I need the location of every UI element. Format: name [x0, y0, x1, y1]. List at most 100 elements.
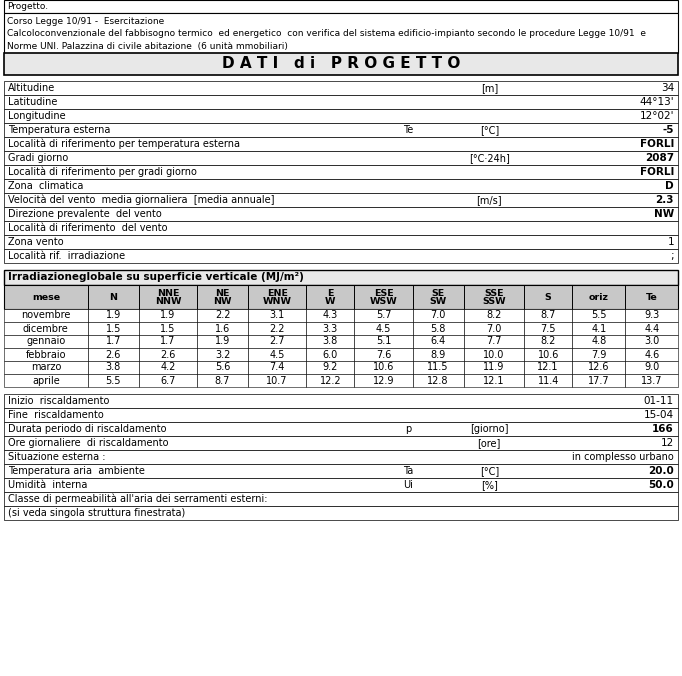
Text: ENE: ENE [267, 289, 288, 297]
Text: 3.8: 3.8 [323, 337, 338, 347]
Text: 34: 34 [661, 83, 674, 93]
Bar [4, 478, 678, 492]
Bar [4, 221, 678, 235]
Text: Direzione prevalente  del vento: Direzione prevalente del vento [8, 209, 162, 219]
Text: 1.7: 1.7 [106, 337, 121, 347]
Text: 6.4: 6.4 [430, 337, 446, 347]
Text: Latitudine: Latitudine [8, 97, 57, 107]
Text: [%]: [%] [481, 480, 498, 490]
Text: ;: ; [670, 251, 674, 261]
Text: 8.7: 8.7 [215, 375, 231, 385]
Text: mese: mese [32, 293, 60, 301]
Text: [giorno]: [giorno] [470, 424, 509, 434]
Text: marzo: marzo [31, 362, 61, 372]
Bar [4, 506, 678, 520]
Text: 1.5: 1.5 [160, 324, 175, 333]
Bar [4, 285, 678, 309]
Text: 7.5: 7.5 [540, 324, 556, 333]
Text: SE: SE [432, 289, 445, 297]
Text: Ui: Ui [404, 480, 413, 490]
Text: WNW: WNW [263, 297, 292, 306]
Text: 13.7: 13.7 [641, 375, 662, 385]
Text: -5: -5 [662, 125, 674, 135]
Text: 5.7: 5.7 [376, 310, 391, 320]
Bar [4, 165, 678, 179]
Text: 7.9: 7.9 [591, 349, 606, 360]
Text: 12.1: 12.1 [483, 375, 505, 385]
Text: Velocità del vento  media giornaliera  [media annuale]: Velocità del vento media giornaliera [me… [8, 195, 274, 206]
Text: Fine  riscaldamento: Fine riscaldamento [8, 410, 104, 420]
Text: 44°13': 44°13' [640, 97, 674, 107]
Text: 5.5: 5.5 [106, 375, 121, 385]
Text: ESE: ESE [374, 289, 394, 297]
Bar [4, 0, 678, 13]
Text: Norme UNI. Palazzina di civile abitazione  (6 unità mmobiliari): Norme UNI. Palazzina di civile abitazion… [7, 41, 288, 51]
Text: 12: 12 [661, 438, 674, 448]
Text: 8.2: 8.2 [540, 337, 556, 347]
Text: 11.4: 11.4 [537, 375, 559, 385]
Bar [4, 235, 678, 249]
Text: 12.8: 12.8 [428, 375, 449, 385]
Text: 3.0: 3.0 [644, 337, 659, 347]
Text: 8.7: 8.7 [540, 310, 556, 320]
Text: p: p [405, 424, 411, 434]
Text: 4.6: 4.6 [644, 349, 659, 360]
Text: Classe di permeabilità all'aria dei serramenti esterni:: Classe di permeabilità all'aria dei serr… [8, 493, 267, 504]
Text: W: W [325, 297, 336, 306]
Bar [4, 270, 678, 285]
Text: Inizio  riscaldamento: Inizio riscaldamento [8, 396, 109, 406]
Text: 7.0: 7.0 [486, 324, 501, 333]
Text: NE: NE [216, 289, 230, 297]
Text: Località di riferimento per temperatura esterna: Località di riferimento per temperatura … [8, 139, 240, 149]
Text: SSW: SSW [482, 297, 506, 306]
Text: Te: Te [646, 293, 657, 301]
Text: 2.2: 2.2 [215, 310, 231, 320]
Bar [4, 394, 678, 408]
Bar [4, 109, 678, 123]
Text: 17.7: 17.7 [588, 375, 610, 385]
Text: 9.3: 9.3 [644, 310, 659, 320]
Text: 15-04: 15-04 [644, 410, 674, 420]
Text: 2.2: 2.2 [269, 324, 285, 333]
Text: (si veda singola struttura finestrata): (si veda singola struttura finestrata) [8, 508, 186, 518]
Text: 1.5: 1.5 [106, 324, 121, 333]
Text: Località di riferimento per gradi giorno: Località di riferimento per gradi giorno [8, 167, 197, 177]
Text: 4.5: 4.5 [269, 349, 285, 360]
Text: 10.6: 10.6 [373, 362, 394, 372]
Text: 7.0: 7.0 [430, 310, 446, 320]
Text: 10.6: 10.6 [537, 349, 559, 360]
Text: 2.6: 2.6 [106, 349, 121, 360]
Text: 3.8: 3.8 [106, 362, 121, 372]
Text: Corso Legge 10/91 -  Esercitazione: Corso Legge 10/91 - Esercitazione [7, 18, 164, 26]
Text: 1: 1 [668, 237, 674, 247]
Text: dicembre: dicembre [23, 324, 69, 333]
Bar [4, 123, 678, 137]
Text: 4.1: 4.1 [591, 324, 606, 333]
Bar [4, 492, 678, 506]
Text: 1.9: 1.9 [215, 337, 230, 347]
Text: aprile: aprile [32, 375, 60, 385]
Text: 5.5: 5.5 [591, 310, 607, 320]
Text: SW: SW [430, 297, 447, 306]
Text: 12.9: 12.9 [373, 375, 394, 385]
Text: febbraio: febbraio [26, 349, 66, 360]
Bar [4, 422, 678, 436]
Bar [4, 207, 678, 221]
Text: [°C]: [°C] [479, 125, 499, 135]
Text: 12°02': 12°02' [640, 111, 674, 121]
Text: 2087: 2087 [645, 153, 674, 163]
Text: FORLI: FORLI [640, 139, 674, 149]
Text: 4.4: 4.4 [644, 324, 659, 333]
Text: Irradiazioneglobale su superficie verticale (MJ/m²): Irradiazioneglobale su superficie vertic… [8, 272, 304, 283]
Text: Calcoloconvenzionale del fabbisogno termico  ed energetico  con verifica del sis: Calcoloconvenzionale del fabbisogno term… [7, 30, 646, 39]
Text: D A T I   d i   P R O G E T T O: D A T I d i P R O G E T T O [222, 57, 460, 72]
Text: [°C]: [°C] [479, 466, 499, 476]
Text: 9.0: 9.0 [644, 362, 659, 372]
Text: oriz: oriz [589, 293, 609, 301]
Text: 5.1: 5.1 [376, 337, 391, 347]
Text: 2.3: 2.3 [655, 195, 674, 205]
Text: 4.5: 4.5 [376, 324, 391, 333]
Text: WSW: WSW [370, 297, 398, 306]
Text: 20.0: 20.0 [649, 466, 674, 476]
Bar [4, 322, 678, 335]
